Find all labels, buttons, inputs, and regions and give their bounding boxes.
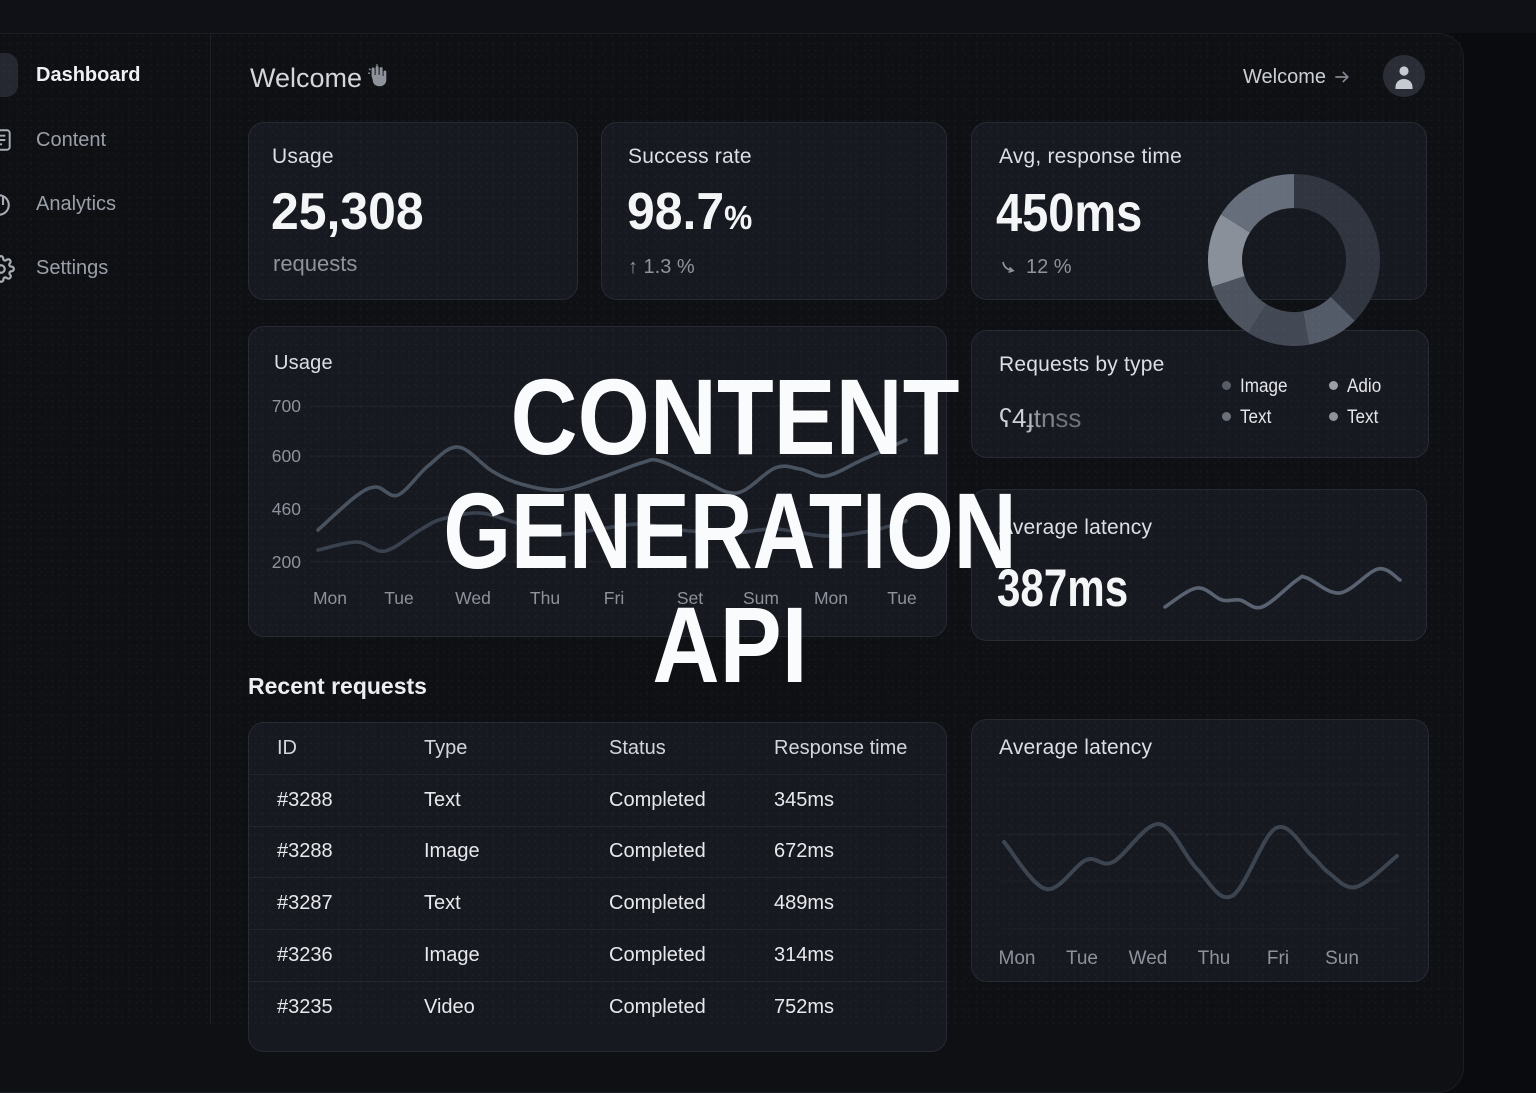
svg-text:Sum: Sum xyxy=(743,588,779,608)
svg-text:Fri: Fri xyxy=(1267,948,1289,969)
svg-text:Mon: Mon xyxy=(999,948,1036,969)
svg-text:700: 700 xyxy=(272,396,301,416)
svg-text:Tue: Tue xyxy=(1066,948,1098,969)
svg-text:Thu: Thu xyxy=(1198,948,1231,969)
svg-text:600: 600 xyxy=(272,446,301,466)
svg-text:Set: Set xyxy=(677,588,703,608)
svg-text:Sun: Sun xyxy=(1325,948,1359,969)
svg-text:460: 460 xyxy=(272,499,301,519)
svg-text:Tue: Tue xyxy=(887,588,917,608)
svg-text:Fri: Fri xyxy=(604,588,624,608)
svg-text:Wed: Wed xyxy=(455,588,491,608)
svg-text:Mon: Mon xyxy=(814,588,848,608)
svg-text:Wed: Wed xyxy=(1129,948,1168,969)
svg-text:Mon: Mon xyxy=(313,588,347,608)
svg-text:Thu: Thu xyxy=(530,588,560,608)
svg-text:200: 200 xyxy=(272,552,301,572)
svg-text:Tue: Tue xyxy=(384,588,414,608)
